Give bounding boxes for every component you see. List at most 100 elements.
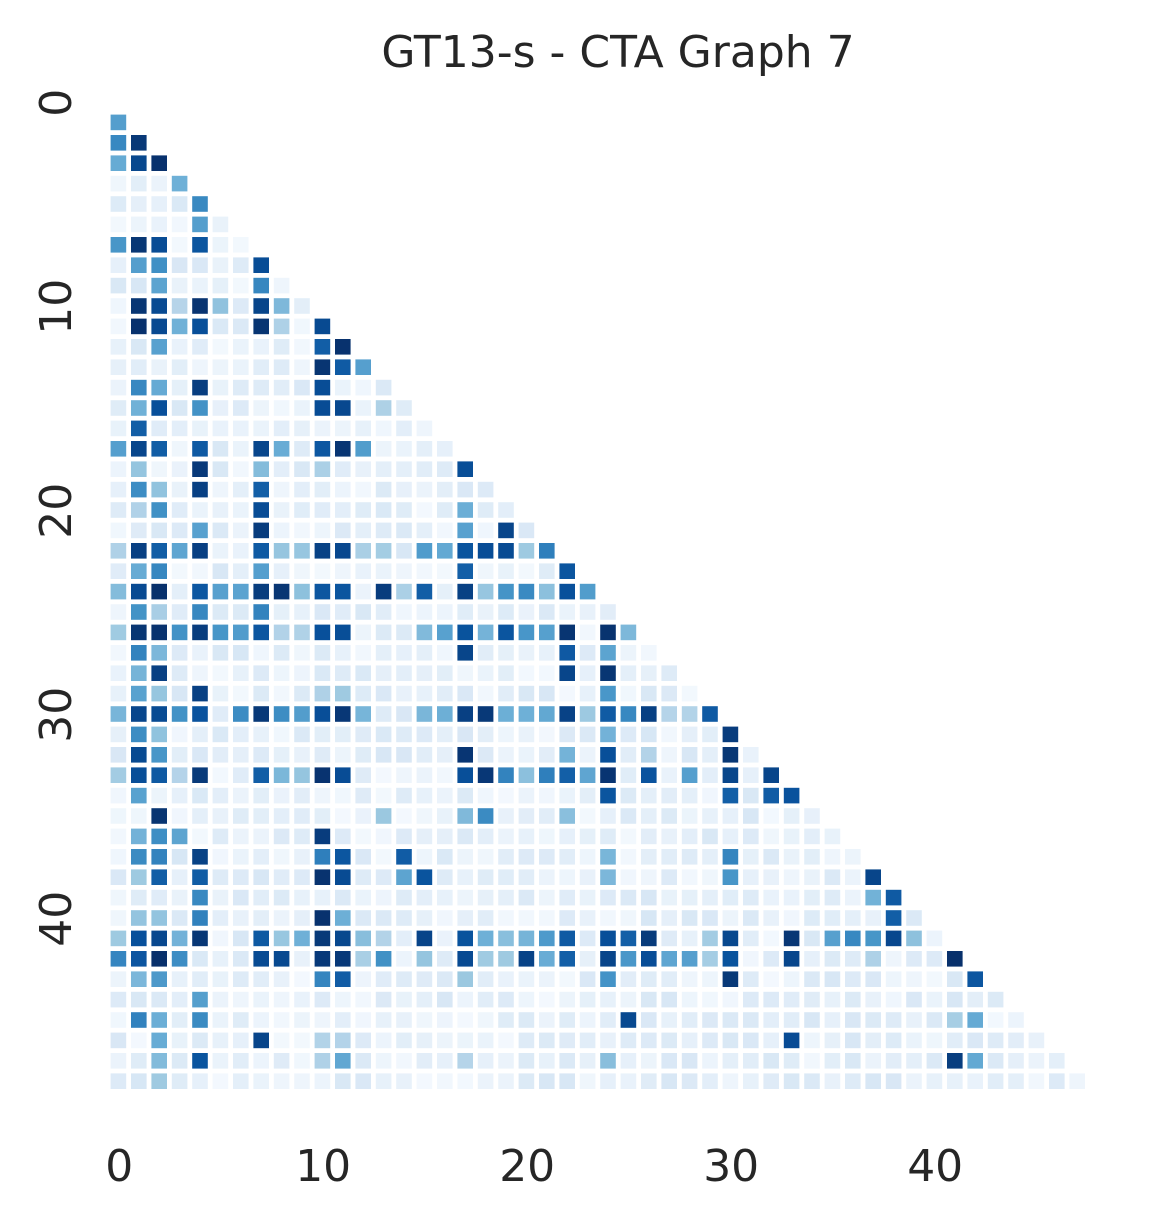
heatmap-cell [314, 583, 331, 600]
heatmap-cell [335, 359, 351, 375]
heatmap-cell [396, 991, 412, 1008]
heatmap-cell [151, 563, 167, 579]
heatmap-cell [824, 1032, 841, 1049]
heatmap-cell [314, 1053, 331, 1069]
heatmap-cell [885, 930, 902, 947]
heatmap-cell [967, 991, 983, 1008]
heatmap-cell [498, 706, 514, 722]
heatmap-cell [498, 1032, 514, 1049]
heatmap-cell [233, 441, 249, 457]
heatmap-cell [131, 339, 147, 355]
heatmap-cell [314, 849, 331, 865]
heatmap-cell [477, 991, 494, 1008]
heatmap-cell [539, 951, 555, 967]
heatmap-cell [171, 971, 188, 987]
heatmap-cell [865, 930, 881, 947]
heatmap-cell [294, 1053, 310, 1069]
heatmap-cell [416, 808, 433, 824]
heatmap-cell [620, 1053, 637, 1069]
heatmap-cell [987, 1073, 1004, 1089]
heatmap-cell [559, 1073, 575, 1089]
heatmap-cell [171, 767, 188, 783]
heatmap-cell [477, 543, 494, 559]
heatmap-cell [131, 706, 147, 722]
heatmap-cell [824, 971, 841, 987]
heatmap-cell [559, 1032, 575, 1049]
heatmap-cell [824, 910, 841, 926]
heatmap-cell [233, 563, 249, 579]
heatmap-cell [396, 747, 412, 763]
heatmap-cell [171, 298, 188, 314]
heatmap-cell [110, 828, 127, 845]
heatmap-cell [131, 1012, 147, 1028]
heatmap-cell [457, 1053, 473, 1069]
heatmap-cell [131, 441, 147, 457]
heatmap-cell [192, 624, 208, 641]
heatmap-cell [416, 889, 433, 906]
heatmap-cell [498, 849, 514, 865]
heatmap-cell [518, 930, 535, 947]
heatmap-cell [783, 930, 800, 947]
heatmap-cell [131, 1073, 147, 1089]
heatmap-cell [518, 1073, 535, 1089]
heatmap-cell [763, 1073, 779, 1089]
heatmap-cell [335, 481, 351, 498]
heatmap-cell [783, 828, 800, 845]
heatmap-cell [722, 930, 739, 947]
heatmap-cell [539, 889, 555, 906]
heatmap-cell [641, 910, 657, 926]
heatmap-cell [151, 400, 167, 416]
heatmap-cell [600, 706, 616, 722]
heatmap-cell [212, 849, 229, 865]
heatmap-cell [498, 665, 514, 681]
heatmap-cell [824, 869, 841, 885]
heatmap-cell [967, 1032, 983, 1049]
heatmap-cell [212, 1053, 229, 1069]
heatmap-cell [110, 400, 127, 416]
heatmap-cell [110, 461, 127, 477]
heatmap-cell [437, 481, 453, 498]
heatmap-cell [702, 951, 718, 967]
heatmap-cell [151, 930, 167, 947]
heatmap-cell [335, 461, 351, 477]
heatmap-cell [681, 930, 698, 947]
heatmap-cell [947, 991, 963, 1008]
heatmap-cell [579, 828, 596, 845]
heatmap-cell [192, 481, 208, 498]
heatmap-cell [437, 889, 453, 906]
heatmap-cell [273, 604, 290, 620]
heatmap-cell [539, 1032, 555, 1049]
heatmap-cell [253, 849, 269, 865]
heatmap-cell [294, 971, 310, 987]
heatmap-cell [641, 951, 657, 967]
heatmap-cell [518, 767, 535, 783]
heatmap-cell [253, 1032, 269, 1049]
heatmap-cell [457, 685, 473, 702]
heatmap-cell [518, 522, 535, 539]
heatmap-cell [763, 951, 779, 967]
heatmap-cell [416, 747, 433, 763]
heatmap-cell [151, 910, 167, 926]
heatmap-cell [355, 869, 371, 885]
heatmap-cell [885, 971, 902, 987]
heatmap-cell [477, 828, 494, 845]
heatmap-cell [396, 522, 412, 539]
heatmap-cell [212, 1032, 229, 1049]
heatmap-cell [641, 685, 657, 702]
heatmap-cell [661, 685, 677, 702]
heatmap-cell [539, 706, 555, 722]
heatmap-cell [355, 502, 371, 518]
heatmap-cell [600, 808, 616, 824]
heatmap-cell [437, 543, 453, 559]
heatmap-cell [151, 461, 167, 477]
heatmap-cell [375, 502, 392, 518]
heatmap-cell [926, 1032, 943, 1049]
heatmap-cell [273, 481, 290, 498]
heatmap-cell [1008, 1032, 1024, 1049]
heatmap-cell [743, 889, 759, 906]
heatmap-cell [314, 706, 331, 722]
heatmap-cell [763, 910, 779, 926]
heatmap-cell [273, 645, 290, 661]
heatmap-cell [151, 216, 167, 233]
heatmap-cell [110, 726, 127, 743]
